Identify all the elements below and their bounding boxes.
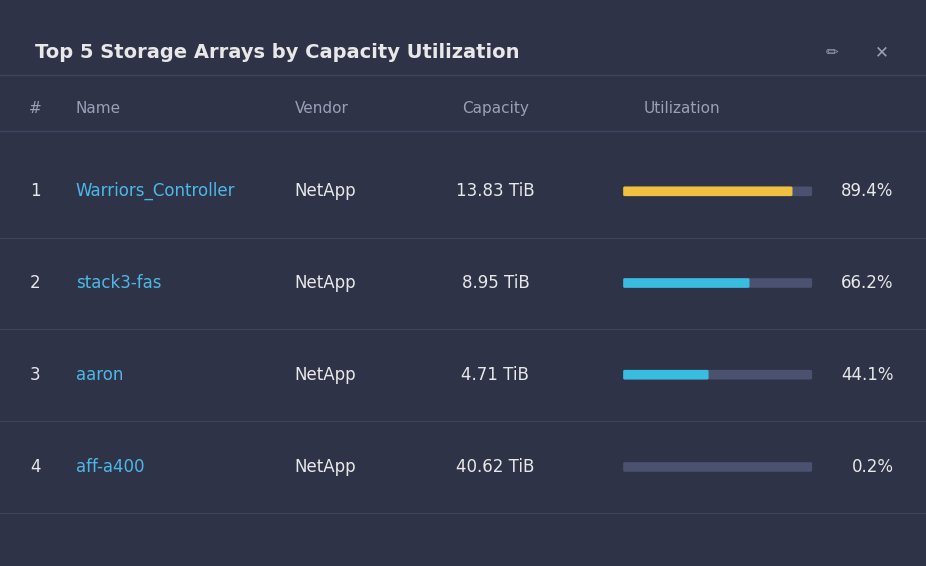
Text: ✏: ✏ bbox=[825, 45, 838, 59]
Text: Name: Name bbox=[76, 101, 121, 116]
Text: 66.2%: 66.2% bbox=[841, 274, 894, 292]
Text: Utilization: Utilization bbox=[644, 101, 720, 116]
Text: Capacity: Capacity bbox=[462, 101, 529, 116]
Text: NetApp: NetApp bbox=[294, 458, 357, 476]
Text: 8.95 TiB: 8.95 TiB bbox=[461, 274, 530, 292]
FancyBboxPatch shape bbox=[623, 462, 812, 472]
FancyBboxPatch shape bbox=[623, 186, 793, 196]
Text: 4.71 TiB: 4.71 TiB bbox=[461, 366, 530, 384]
FancyBboxPatch shape bbox=[623, 278, 812, 288]
Text: NetApp: NetApp bbox=[294, 274, 357, 292]
FancyBboxPatch shape bbox=[623, 186, 812, 196]
Text: ✕: ✕ bbox=[875, 43, 888, 61]
Text: Top 5 Storage Arrays by Capacity Utilization: Top 5 Storage Arrays by Capacity Utiliza… bbox=[35, 42, 519, 62]
Text: NetApp: NetApp bbox=[294, 366, 357, 384]
Text: 3: 3 bbox=[30, 366, 41, 384]
Text: 2: 2 bbox=[30, 274, 41, 292]
Text: Warriors_Controller: Warriors_Controller bbox=[76, 182, 235, 200]
Text: #: # bbox=[29, 101, 42, 116]
Text: 0.2%: 0.2% bbox=[852, 458, 894, 476]
FancyBboxPatch shape bbox=[623, 370, 708, 379]
Text: aff-a400: aff-a400 bbox=[76, 458, 144, 476]
FancyBboxPatch shape bbox=[623, 370, 812, 379]
Text: 1: 1 bbox=[30, 182, 41, 200]
Text: stack3-fas: stack3-fas bbox=[76, 274, 161, 292]
Text: Vendor: Vendor bbox=[294, 101, 348, 116]
Text: 89.4%: 89.4% bbox=[841, 182, 894, 200]
Text: NetApp: NetApp bbox=[294, 182, 357, 200]
FancyBboxPatch shape bbox=[623, 278, 749, 288]
Text: 40.62 TiB: 40.62 TiB bbox=[457, 458, 534, 476]
Text: 4: 4 bbox=[30, 458, 41, 476]
Text: 13.83 TiB: 13.83 TiB bbox=[457, 182, 534, 200]
Text: aaron: aaron bbox=[76, 366, 123, 384]
Text: 44.1%: 44.1% bbox=[841, 366, 894, 384]
